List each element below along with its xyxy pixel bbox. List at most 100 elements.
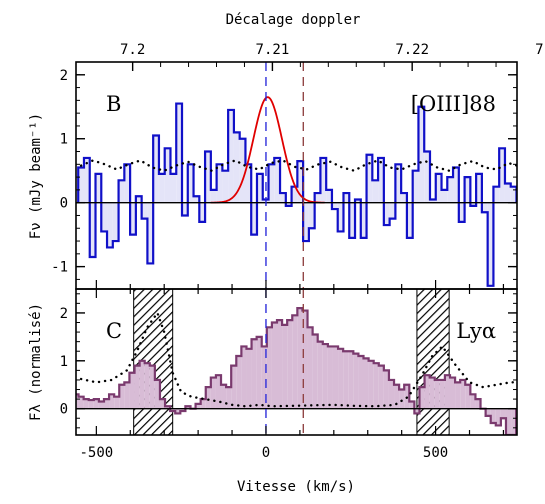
- bar-1-6: [103, 399, 110, 409]
- bar-0-35: [280, 193, 286, 203]
- bar-0-51: [372, 180, 379, 203]
- bar-1-28: [215, 375, 222, 409]
- bar-0-39: [303, 202, 309, 242]
- bar-1-74: [450, 377, 456, 409]
- noise-dotted-line-1: [79, 310, 517, 408]
- bar-1-14: [144, 363, 150, 409]
- bar-1-26: [205, 387, 211, 409]
- bar-0-21: [199, 202, 206, 222]
- bar-0-67: [464, 177, 471, 203]
- bar-0-23: [210, 189, 217, 203]
- bar-1-71: [434, 379, 440, 409]
- bar-0-50: [366, 154, 373, 203]
- bar-1-0: [76, 394, 79, 409]
- bar-1-42: [287, 320, 293, 409]
- bar-0-22: [205, 151, 211, 203]
- bar-0-48: [355, 199, 361, 203]
- bar-1-52: [338, 348, 344, 409]
- bar-1-13: [139, 360, 145, 409]
- bar-1-37: [261, 346, 267, 409]
- bar-1-18: [165, 406, 171, 409]
- bar-0-75: [510, 186, 517, 203]
- y-tick-label-0-0: -1: [51, 260, 68, 276]
- bar-1-44: [297, 308, 303, 409]
- bar-1-64: [399, 389, 405, 409]
- bar-1-55: [353, 353, 359, 409]
- bar-1-22: [185, 406, 191, 409]
- bar-0-62: [435, 173, 442, 203]
- bar-0-29: [245, 164, 252, 203]
- bar-0-9: [130, 202, 136, 235]
- bar-0-59: [418, 106, 425, 203]
- bar-0-61: [429, 199, 436, 203]
- bar-1-62: [388, 379, 395, 409]
- bar-1-20: [175, 408, 181, 414]
- bar-1-43: [292, 315, 298, 409]
- bar-0-74: [504, 183, 511, 203]
- y-tick-label-1-0: 0: [60, 402, 68, 418]
- bar-1-69: [424, 375, 430, 409]
- bar-0-64: [447, 177, 454, 203]
- bar-1-59: [373, 363, 379, 409]
- bar-1-7: [109, 394, 115, 409]
- bar-0-60: [424, 151, 430, 203]
- bar-0-19: [187, 164, 194, 203]
- bar-0-15: [164, 148, 171, 203]
- bar-0-34: [274, 157, 281, 203]
- bar-1-70: [429, 377, 435, 409]
- bar-1-10: [124, 382, 130, 409]
- bar-1-66: [409, 401, 415, 409]
- bar-0-27: [233, 132, 240, 203]
- bar-1-9: [119, 384, 125, 409]
- bar-1-57: [363, 358, 369, 409]
- bar-1-53: [343, 351, 349, 409]
- bar-1-58: [368, 360, 374, 409]
- bar-1-49: [322, 344, 328, 409]
- bar-0-52: [378, 157, 384, 203]
- bar-0-6: [112, 202, 119, 242]
- gaussian-fit-line: [210, 96, 325, 204]
- bar-0-16: [170, 173, 177, 203]
- panel-c: 0 1 2 -500 0 500 C Lyα Fλ (normalisé) Vitesse…: [28, 288, 518, 495]
- y-tick-label-0-2: 1: [60, 132, 68, 148]
- bar-0-31: [256, 173, 263, 203]
- bar-1-54: [348, 351, 354, 409]
- bar-1-73: [444, 375, 451, 409]
- bar-1-38: [266, 327, 272, 409]
- top-tick-label-0: 7.2: [120, 42, 145, 58]
- bar-0-57: [406, 202, 413, 238]
- bar-0-68: [470, 202, 477, 206]
- bar-0-37: [291, 186, 298, 203]
- bar-0-8: [124, 164, 131, 203]
- bar-0-20: [193, 196, 200, 203]
- panel-c-label: C: [106, 319, 122, 343]
- bar-0-14: [158, 173, 165, 203]
- bar-0-28: [239, 138, 246, 203]
- bar-1-61: [383, 370, 389, 409]
- y-tick-label-0-1: 0: [60, 196, 68, 212]
- bar-1-15: [149, 365, 155, 409]
- y-tick-label-0-3: 2: [60, 68, 68, 84]
- bar-1-3: [88, 400, 94, 409]
- bar-1-56: [358, 356, 364, 409]
- bar-1-21: [180, 408, 186, 412]
- top-axis-title: Décalage doppler: [226, 12, 361, 28]
- bar-1-25: [200, 399, 206, 409]
- bar-1-50: [327, 346, 333, 409]
- bar-0-44: [331, 202, 338, 210]
- bar-0-40: [308, 202, 315, 229]
- panel-b-line-label: [OIII]88: [411, 92, 496, 116]
- bar-0-12: [147, 202, 154, 264]
- bar-0-56: [401, 193, 407, 203]
- panel-b: -1 0 1 2 7.2 7.21 7.22 7.23 B [OIII]88 Fν (mJy …: [28, 42, 545, 290]
- panel-c-line-label: Lyα: [456, 319, 496, 343]
- bar-0-24: [216, 164, 223, 203]
- bar-0-36: [285, 202, 292, 206]
- step-line-1: [76, 307, 517, 435]
- panel-b-label: B: [106, 92, 121, 116]
- bar-0-38: [297, 161, 304, 203]
- bar-0-70: [481, 202, 488, 213]
- bar-0-45: [337, 202, 344, 232]
- bar-0-11: [141, 202, 148, 219]
